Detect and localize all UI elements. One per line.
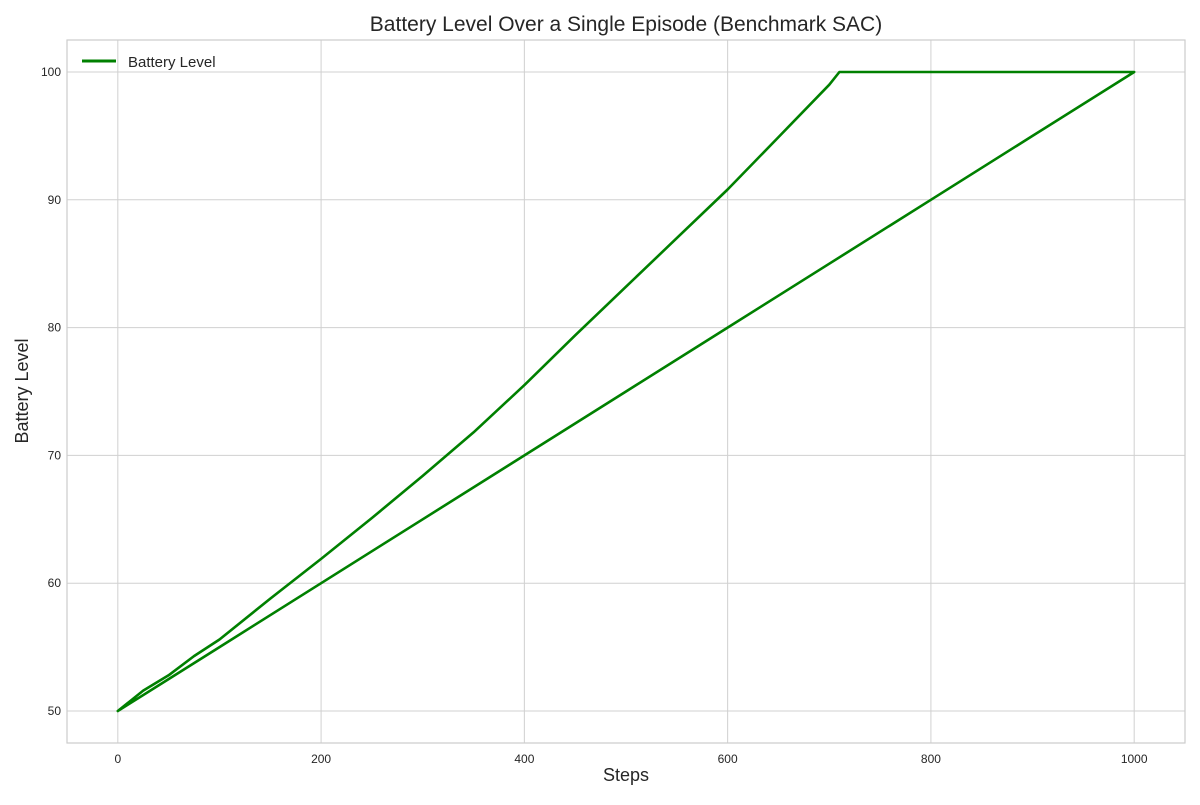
y-tick-label: 80 xyxy=(48,321,62,335)
tick-labels: 0 200 400 600 800 1000 50 60 70 80 90 100 xyxy=(41,65,1148,766)
legend: Battery Level xyxy=(82,54,216,71)
y-tick-label: 70 xyxy=(48,448,62,462)
x-tick-label: 1000 xyxy=(1121,752,1148,766)
y-tick-label: 90 xyxy=(48,193,62,207)
x-tick-label: 600 xyxy=(718,752,738,766)
plot-frame xyxy=(66,39,1186,744)
x-tick-label: 0 xyxy=(114,752,121,766)
series-layer xyxy=(116,70,1136,713)
y-axis-title: Battery Level xyxy=(12,338,32,443)
x-tick-label: 200 xyxy=(311,752,331,766)
chart-title: Battery Level Over a Single Episode (Ben… xyxy=(370,13,882,36)
series-line-battery-level xyxy=(116,70,1136,713)
x-tick-label: 400 xyxy=(514,752,534,766)
x-tick-label: 800 xyxy=(921,752,941,766)
y-tick-label: 50 xyxy=(48,704,62,718)
y-tick-label: 100 xyxy=(41,65,61,79)
grid xyxy=(67,40,1185,743)
x-axis-title: Steps xyxy=(603,765,649,785)
legend-label-battery-level: Battery Level xyxy=(128,54,216,71)
y-tick-label: 60 xyxy=(48,576,62,590)
